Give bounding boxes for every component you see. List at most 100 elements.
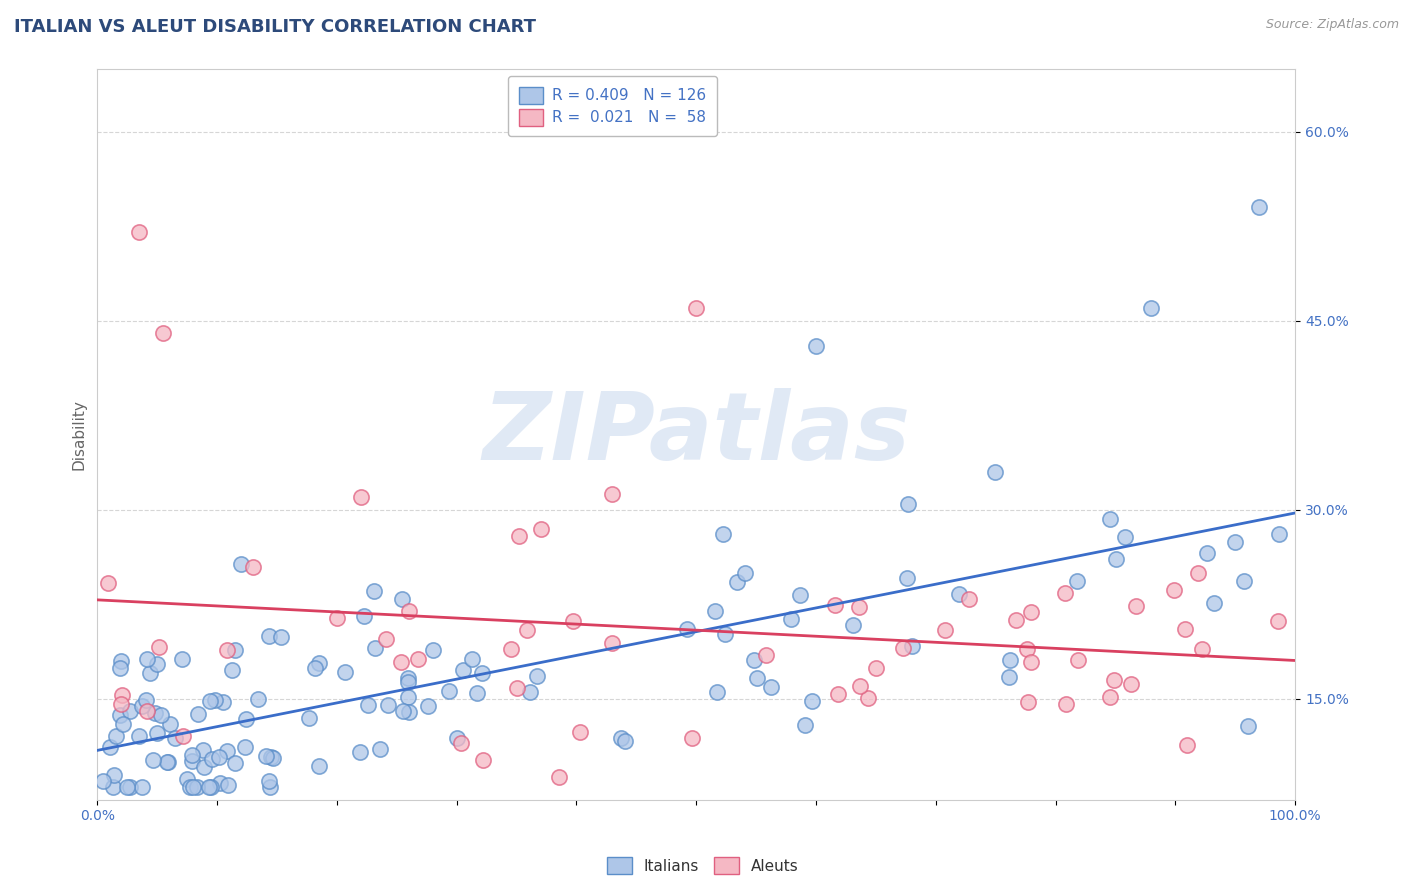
- Point: [254, 748, 277, 763]
- Point: [186, 780, 208, 794]
- Point: [217, 744, 239, 758]
- Point: [685, 301, 707, 315]
- Point: [1187, 566, 1209, 580]
- Point: [1119, 677, 1142, 691]
- Point: [172, 652, 194, 666]
- Point: [1202, 596, 1225, 610]
- Point: [676, 622, 699, 636]
- Point: [747, 671, 769, 685]
- Point: [115, 780, 138, 794]
- Point: [1223, 534, 1246, 549]
- Point: [233, 739, 256, 754]
- Point: [1267, 614, 1289, 628]
- Point: [242, 559, 264, 574]
- Point: [304, 661, 326, 675]
- Point: [368, 742, 391, 756]
- Point: [97, 575, 120, 590]
- Point: [172, 729, 194, 743]
- Point: [755, 648, 778, 662]
- Point: [103, 780, 125, 794]
- Point: [519, 685, 541, 699]
- Point: [1175, 738, 1198, 752]
- Point: [1249, 200, 1271, 214]
- Point: [391, 704, 413, 718]
- Point: [200, 752, 222, 766]
- Point: [200, 780, 222, 794]
- Point: [450, 736, 472, 750]
- Text: Source: ZipAtlas.com: Source: ZipAtlas.com: [1265, 18, 1399, 31]
- Point: [804, 339, 827, 353]
- Point: [957, 592, 980, 607]
- Point: [437, 683, 460, 698]
- Point: [789, 589, 811, 603]
- Point: [139, 665, 162, 680]
- Point: [1019, 655, 1042, 669]
- Point: [529, 522, 551, 536]
- Point: [398, 604, 420, 618]
- Point: [108, 707, 131, 722]
- Point: [516, 623, 538, 637]
- Point: [181, 780, 204, 794]
- Point: [1017, 695, 1039, 709]
- Point: [1191, 641, 1213, 656]
- Point: [1237, 718, 1260, 732]
- Point: [221, 664, 243, 678]
- Point: [364, 640, 387, 655]
- Point: [103, 768, 125, 782]
- Point: [363, 583, 385, 598]
- Point: [181, 748, 204, 763]
- Point: [897, 497, 920, 511]
- Point: [389, 656, 412, 670]
- Point: [827, 687, 849, 701]
- Point: [208, 750, 231, 764]
- Point: [181, 754, 204, 768]
- Point: [308, 657, 330, 671]
- Point: [156, 755, 179, 769]
- Point: [1174, 622, 1197, 636]
- Point: [217, 643, 239, 657]
- Point: [681, 731, 703, 745]
- Point: [176, 772, 198, 787]
- Point: [461, 651, 484, 665]
- Point: [714, 626, 737, 640]
- Point: [1015, 642, 1038, 657]
- Point: [824, 599, 846, 613]
- Point: [865, 661, 887, 675]
- Point: [187, 706, 209, 721]
- Point: [135, 705, 157, 719]
- Point: [396, 690, 419, 705]
- Point: [149, 708, 172, 723]
- Point: [247, 691, 270, 706]
- Point: [1125, 599, 1147, 613]
- Point: [706, 685, 728, 699]
- Point: [110, 655, 132, 669]
- Point: [356, 698, 378, 713]
- Point: [600, 487, 623, 501]
- Point: [1102, 673, 1125, 688]
- Point: [217, 778, 239, 792]
- Point: [145, 725, 167, 739]
- Point: [143, 706, 166, 720]
- Point: [118, 780, 141, 794]
- Point: [793, 718, 815, 732]
- Point: [350, 490, 373, 504]
- Point: [499, 642, 522, 657]
- Point: [998, 670, 1021, 684]
- Point: [1054, 586, 1077, 600]
- Point: [704, 604, 727, 618]
- Point: [326, 610, 349, 624]
- Point: [193, 760, 215, 774]
- Point: [224, 643, 246, 657]
- Point: [211, 695, 233, 709]
- Point: [98, 740, 121, 755]
- Point: [260, 750, 283, 764]
- Point: [983, 465, 1005, 479]
- Point: [759, 680, 782, 694]
- Point: [270, 630, 292, 644]
- Point: [744, 653, 766, 667]
- Point: [406, 652, 429, 666]
- Point: [110, 697, 132, 711]
- Point: [472, 753, 495, 767]
- Point: [105, 729, 128, 743]
- Point: [111, 689, 134, 703]
